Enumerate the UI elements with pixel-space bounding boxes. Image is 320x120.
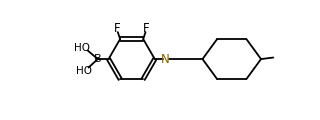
Text: B: B xyxy=(94,54,101,64)
Text: HO: HO xyxy=(74,42,90,53)
Text: HO: HO xyxy=(76,66,92,76)
Text: N: N xyxy=(161,53,170,66)
Text: F: F xyxy=(143,22,150,35)
Text: F: F xyxy=(114,22,120,35)
